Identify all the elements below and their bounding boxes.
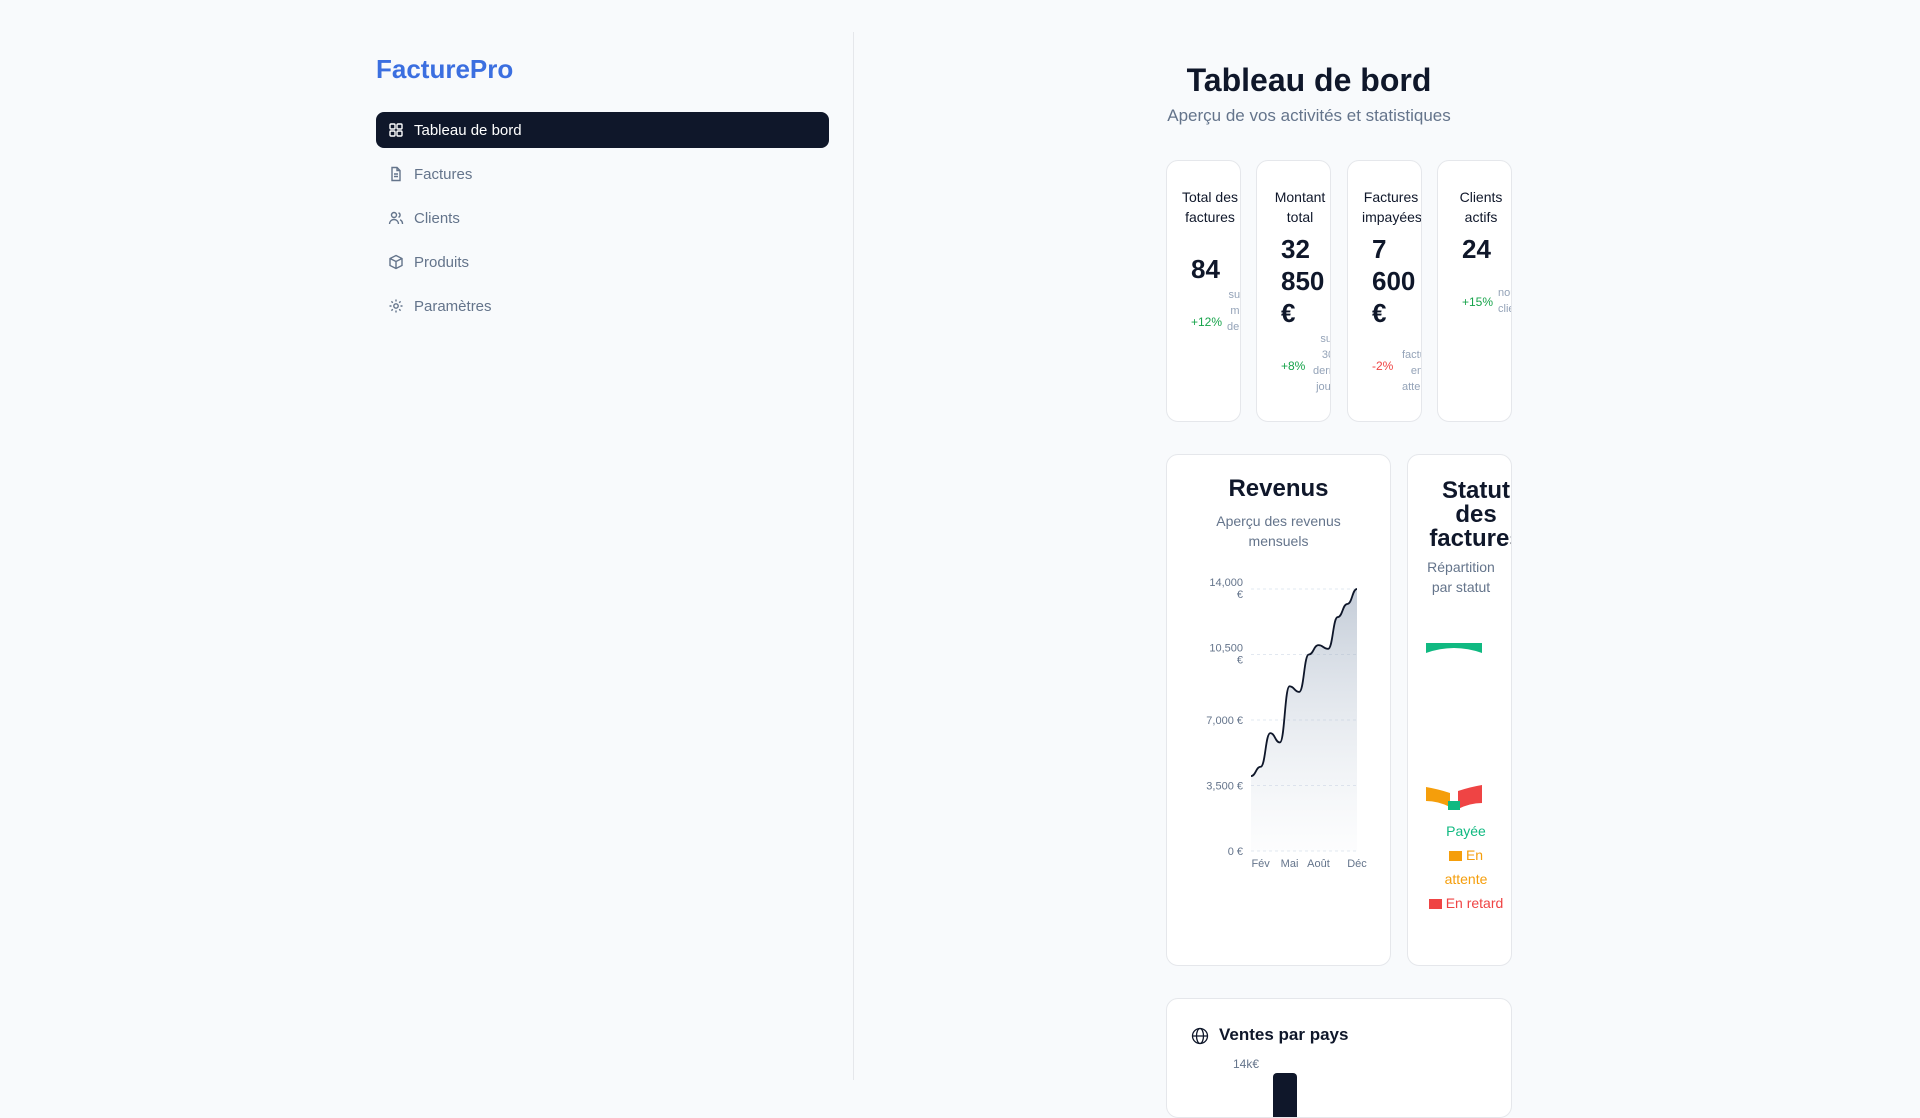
x-tick-label: Déc: [1347, 858, 1367, 870]
legend-swatch: [1428, 899, 1442, 910]
stat-note: sur le mois dernier: [1227, 289, 1241, 333]
status-legend: Payée En attente En retard: [1426, 819, 1506, 915]
file-icon: [391, 166, 401, 182]
dashboard-icon: [389, 123, 403, 137]
sidebar-item-factures[interactable]: Factures: [376, 156, 829, 192]
stat-value: 24: [1462, 234, 1491, 264]
revenue-subtitle: Aperçu des revenus mensuels: [1216, 513, 1341, 549]
legend-item-en-attente[interactable]: En attente: [1426, 843, 1506, 891]
stat-change: +15%: [1462, 295, 1494, 309]
status-pie-chart: [1426, 643, 1482, 810]
stat-value: 7 600 €: [1372, 234, 1416, 328]
sidebar-item-dashboard[interactable]: Tableau de bord: [376, 112, 829, 148]
stat-label: Total des factures: [1181, 189, 1239, 225]
sidebar: FacturePro Tableau de bord Factures Clie…: [376, 32, 854, 1080]
legend-item-payee[interactable]: Payée: [1426, 819, 1506, 843]
revenue-title: Revenus: [1228, 475, 1329, 502]
x-tick-label: Fév: [1251, 858, 1270, 870]
revenue-card: Revenus Aperçu des revenus mensuels 0 € 3…: [1166, 454, 1391, 966]
brand-logo[interactable]: FacturePro: [376, 54, 514, 84]
stat-card-montant-total: Montant total 32 850 € +8% sur 30 dernie…: [1256, 160, 1331, 422]
stat-label: Montant total: [1274, 189, 1326, 225]
pie-slice-en-attente[interactable]: [1426, 787, 1450, 807]
sales-by-country-card: Ventes par pays 14k€: [1166, 998, 1512, 1118]
stat-note: sur 30 derniers jours: [1313, 333, 1331, 393]
stat-note: factures en attente: [1402, 349, 1422, 393]
pie-slice-center: [1448, 801, 1460, 810]
sidebar-item-label: Factures: [414, 165, 473, 183]
revenue-point[interactable]: [1325, 646, 1331, 652]
legend-swatch: [1448, 851, 1462, 862]
y-tick-label: 0 €: [1228, 846, 1243, 858]
y-tick-label: 7,000 €: [1206, 715, 1243, 727]
stat-label: Factures impayées: [1362, 189, 1422, 225]
sidebar-item-clients[interactable]: Clients: [376, 200, 829, 236]
status-subtitle: Répartition par statut: [1427, 559, 1495, 595]
pie-slice-en-retard[interactable]: [1458, 785, 1482, 809]
revenue-area: [1251, 589, 1357, 851]
stat-value: 32 850 €: [1281, 234, 1325, 328]
status-card: Statut des factures Répartition par stat…: [1407, 454, 1512, 966]
page-title: Tableau de bord: [1186, 62, 1432, 98]
sidebar-item-label: Paramètres: [414, 297, 492, 315]
sidebar-item-parametres[interactable]: Paramètres: [376, 288, 829, 324]
stat-label: Clients actifs: [1459, 189, 1503, 225]
revenue-line[interactable]: [1250, 588, 1358, 778]
gear-icon: [389, 299, 403, 313]
revenue-point[interactable]: [1315, 642, 1321, 648]
sales-y-tick: 14k€: [1233, 1057, 1260, 1071]
page-subtitle: Aperçu de vos activités et statistiques: [1167, 106, 1451, 125]
stat-value: 84: [1191, 254, 1220, 284]
sidebar-item-label: Tableau de bord: [414, 121, 522, 139]
revenue-point[interactable]: [1306, 652, 1312, 658]
x-tick-label: Août: [1307, 858, 1330, 870]
revenue-chart: 0 € 3,500 € 7,000 € 10,500 € 14,000 € Fév Mai Aoû…: [1206, 577, 1367, 870]
revenue-point[interactable]: [1296, 689, 1302, 695]
y-tick-label: 14,000 €: [1209, 577, 1243, 601]
legend-label: Payée: [1446, 823, 1486, 839]
stat-card-factures-impayees: Factures impayées 7 600 € -2% factures e…: [1347, 160, 1422, 422]
sidebar-item-label: Produits: [414, 253, 470, 271]
stat-card-total-factures: Total des factures 84 +12% sur le mois d…: [1166, 160, 1241, 422]
revenue-point[interactable]: [1248, 773, 1254, 779]
y-tick-label: 10,500 €: [1209, 643, 1243, 667]
stat-change: -2%: [1372, 359, 1394, 373]
stat-change: +12%: [1191, 315, 1223, 329]
legend-item-en-retard[interactable]: En retard: [1426, 891, 1506, 915]
stat-change: +8%: [1281, 359, 1306, 373]
revenue-point[interactable]: [1287, 683, 1293, 689]
legend-label: En retard: [1445, 895, 1504, 911]
package-icon: [389, 254, 403, 270]
revenue-point[interactable]: [1258, 764, 1264, 770]
revenue-point[interactable]: [1335, 614, 1341, 620]
status-title: Statut des factures: [1429, 477, 1511, 552]
sidebar-nav: Tableau de bord Factures Clients Produit…: [376, 112, 829, 332]
users-icon: [388, 211, 404, 225]
x-tick-label: Mai: [1281, 858, 1299, 870]
revenue-point[interactable]: [1344, 601, 1350, 607]
globe-icon: [1191, 1027, 1209, 1045]
sidebar-item-label: Clients: [414, 209, 460, 227]
revenue-point[interactable]: [1354, 586, 1360, 592]
legend-label: En attente: [1444, 847, 1488, 887]
sales-title: Ventes par pays: [1219, 1025, 1349, 1044]
stat-card-clients-actifs: Clients actifs 24 +15% nouveaux clients: [1437, 160, 1512, 422]
pie-slice-payee[interactable]: [1426, 643, 1482, 653]
stat-note: nouveaux clients: [1498, 287, 1511, 315]
revenue-point[interactable]: [1277, 739, 1283, 745]
y-tick-label: 3,500 €: [1206, 781, 1243, 793]
sidebar-item-produits[interactable]: Produits: [376, 244, 829, 280]
revenue-point[interactable]: [1267, 730, 1273, 736]
